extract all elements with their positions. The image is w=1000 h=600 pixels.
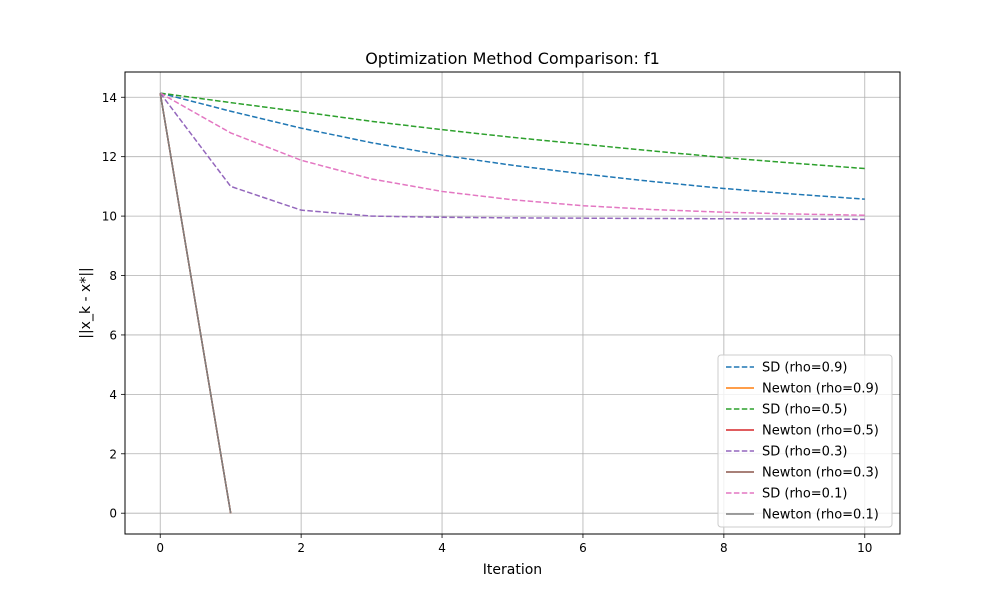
x-tick-label: 4 xyxy=(438,541,446,555)
x-tick-label: 2 xyxy=(297,541,305,555)
series-line-sd-rho-0-1 xyxy=(159,92,865,216)
legend-label: SD (rho=0.5) xyxy=(762,403,847,418)
y-tick-label: 8 xyxy=(109,269,117,283)
chart-title: Optimization Method Comparison: f1 xyxy=(365,49,660,68)
series-line-sd-rho-0-3 xyxy=(159,92,865,221)
y-tick-label: 10 xyxy=(102,210,117,224)
y-tick-label: 2 xyxy=(109,447,117,461)
x-tick-label: 0 xyxy=(156,541,164,555)
y-tick-label: 4 xyxy=(109,388,117,402)
legend-label: Newton (rho=0.3) xyxy=(762,466,879,481)
legend: SD (rho=0.9) Newton (rho=0.9) SD (rho=0.5)… xyxy=(717,354,893,528)
y-tick-label: 6 xyxy=(109,328,117,342)
x-tick-label: 6 xyxy=(579,541,587,555)
series-line-sd-rho-0-9 xyxy=(160,92,865,200)
legend-label: Newton (rho=0.9) xyxy=(762,382,879,397)
plot-frame xyxy=(124,71,901,535)
y-tick-label: 14 xyxy=(102,91,117,105)
legend-label: Newton (rho=0.5) xyxy=(762,424,879,439)
legend-box xyxy=(717,354,893,528)
series-line-newton-rho-0-1 xyxy=(159,92,232,514)
y-tick-label: 0 xyxy=(109,507,117,521)
series-layer xyxy=(159,92,865,514)
x-axis-label: Iteration xyxy=(483,562,542,578)
legend-label: SD (rho=0.1) xyxy=(762,487,847,502)
legend-label: SD (rho=0.9) xyxy=(762,361,847,376)
grid xyxy=(125,72,900,534)
legend-label: Newton (rho=0.1) xyxy=(762,508,879,523)
y-axis-label: ||x_k - x*|| xyxy=(78,267,94,339)
legend-label: SD (rho=0.3) xyxy=(762,445,847,460)
y-tick-label: 12 xyxy=(102,150,117,164)
x-tick-label: 10 xyxy=(857,541,872,555)
x-tick-label: 8 xyxy=(720,541,728,555)
axis-ticks: 0 2 4 6 8 10 0 2 4 6 8 10 12 14 xyxy=(102,91,873,555)
